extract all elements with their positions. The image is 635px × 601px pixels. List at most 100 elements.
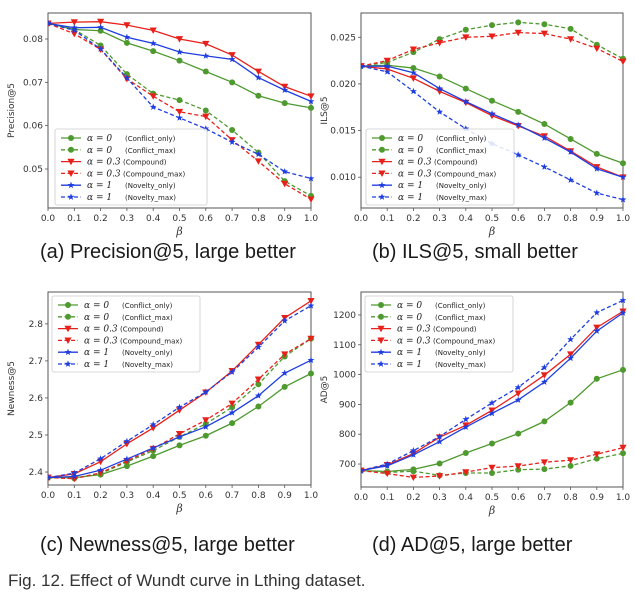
data-point [593, 45, 601, 53]
x-tick-label: 0.8 [251, 214, 266, 224]
data-point [281, 180, 289, 188]
data-point [123, 437, 131, 445]
legend-marker [67, 158, 75, 166]
series-group [48, 18, 315, 203]
data-point [620, 366, 626, 373]
legend-box [54, 128, 208, 206]
series-line-0 [48, 372, 312, 479]
legend-marker [379, 135, 385, 141]
data-point [488, 399, 496, 406]
data-point [175, 407, 184, 414]
data-point [619, 296, 627, 304]
legend-alpha: α = 0 [84, 301, 109, 311]
data-point [540, 134, 548, 141]
legend-alpha: α = 0.3 [398, 158, 432, 168]
data-point [514, 121, 522, 128]
y-tick-label: 0.06 [23, 122, 43, 132]
legend-alpha: α = 0 [87, 146, 112, 156]
x-tick-label: 0.9 [590, 493, 605, 503]
data-point [176, 57, 183, 64]
x-tick-label: 0.0 [354, 214, 369, 224]
legend-alpha: α = 0.3 [398, 169, 432, 179]
data-point [515, 108, 522, 115]
figure-caption: Fig. 12. Effect of Wundt curve in Lthing… [8, 571, 366, 590]
y-axis-label: Newness@5 [7, 361, 17, 416]
series-line-3 [48, 22, 312, 200]
data-point [462, 125, 470, 132]
x-tick-label: 0.3 [432, 214, 446, 224]
data-point [383, 460, 391, 467]
data-point [97, 18, 105, 26]
data-point [436, 473, 444, 480]
data-point [514, 396, 522, 403]
data-point [409, 474, 417, 482]
data-point [567, 457, 575, 464]
y-tick-label: 0.025 [330, 33, 356, 43]
series-group [361, 19, 627, 203]
legend-marker [378, 158, 386, 166]
data-point [567, 176, 575, 183]
data-point [620, 160, 626, 167]
data-point [567, 148, 575, 155]
data-point [462, 415, 470, 423]
legend: α = 0 (Conflict_only) α = 0 (Conflict_max) α… [54, 128, 208, 206]
data-point [619, 309, 627, 316]
subplot-caption-b: (b) ILS@5, small better [372, 241, 578, 263]
data-point [409, 75, 417, 82]
y-tick-label: 0.015 [330, 127, 356, 137]
data-point [489, 22, 495, 29]
legend-marker [64, 348, 72, 356]
data-point [229, 420, 236, 427]
data-point [228, 400, 236, 408]
data-point [149, 421, 157, 428]
data-point [175, 108, 184, 116]
legend-alpha: α = 1 [397, 348, 422, 358]
data-point [541, 21, 548, 28]
legend-marker [379, 146, 385, 153]
chart-a: 0.0 0.1 0.2 0.3 0.4 0.5 0.6 0.7 0.8 0.9 1.0 0.05 0.0… [7, 12, 318, 238]
subplot-caption-a: (a) Precision@5, large better [40, 241, 296, 263]
data-point [593, 327, 601, 334]
data-point [409, 46, 417, 53]
y-tick-label: 0.08 [23, 35, 43, 45]
data-point [410, 65, 417, 72]
data-point [383, 470, 391, 478]
data-point [202, 52, 210, 59]
chart-c: 0.0 0.1 0.2 0.3 0.4 0.5 0.6 0.7 0.8 0.9 1.0 2.4 2.5 2… [7, 291, 318, 515]
data-point [619, 444, 627, 452]
legend-name: (Compound) [434, 159, 478, 167]
x-tick-label: 0.5 [485, 214, 499, 224]
y-tick-label: 700 [339, 460, 356, 470]
data-point [462, 469, 470, 476]
data-point [488, 409, 496, 417]
data-point [540, 378, 548, 385]
data-point [70, 19, 78, 26]
data-point [150, 453, 157, 460]
x-tick-label: 0.0 [41, 214, 56, 224]
data-point [436, 73, 443, 80]
legend-alpha: α = 1 [84, 348, 109, 358]
legend-marker [68, 135, 74, 141]
data-point [97, 45, 105, 52]
legend-marker [64, 360, 72, 367]
data-point [229, 404, 236, 411]
y-axis-label: ILS@5 [320, 96, 330, 124]
data-point [176, 442, 183, 449]
legend-name: (Conflict_max) [435, 314, 486, 322]
data-point [254, 68, 262, 76]
y-tick-label: 800 [339, 430, 356, 440]
y-axis-label: Precision@5 [7, 83, 17, 138]
data-point [202, 432, 209, 439]
data-point [97, 455, 105, 462]
legend-marker [377, 360, 385, 367]
legend-marker [377, 337, 385, 344]
x-tick-label: 0.3 [120, 491, 134, 501]
x-tick-label: 0.6 [199, 491, 214, 501]
data-point [70, 469, 78, 477]
data-point [281, 351, 289, 358]
legend-alpha: α = 0 [87, 134, 112, 144]
legend-alpha: α = 0.3 [84, 336, 118, 346]
legend-name: (Novelty_max) [122, 361, 173, 369]
data-point [281, 86, 289, 94]
legend-box [365, 128, 515, 206]
